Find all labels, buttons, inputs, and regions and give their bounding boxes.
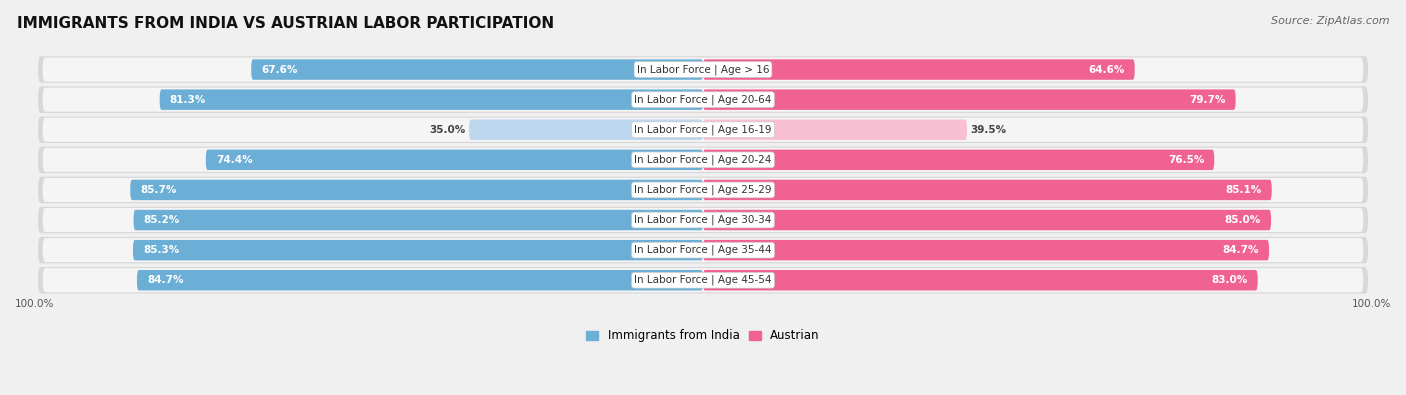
FancyBboxPatch shape — [42, 268, 1364, 292]
Text: 81.3%: 81.3% — [170, 95, 205, 105]
Text: IMMIGRANTS FROM INDIA VS AUSTRIAN LABOR PARTICIPATION: IMMIGRANTS FROM INDIA VS AUSTRIAN LABOR … — [17, 16, 554, 31]
FancyBboxPatch shape — [42, 58, 1364, 82]
FancyBboxPatch shape — [134, 210, 703, 230]
Text: In Labor Force | Age 20-24: In Labor Force | Age 20-24 — [634, 154, 772, 165]
FancyBboxPatch shape — [38, 267, 1368, 293]
FancyBboxPatch shape — [42, 238, 1364, 262]
Text: In Labor Force | Age 30-34: In Labor Force | Age 30-34 — [634, 215, 772, 225]
Text: 85.3%: 85.3% — [143, 245, 179, 255]
FancyBboxPatch shape — [38, 207, 1368, 233]
Text: 74.4%: 74.4% — [215, 155, 253, 165]
FancyBboxPatch shape — [205, 150, 703, 170]
FancyBboxPatch shape — [703, 150, 1215, 170]
FancyBboxPatch shape — [160, 89, 703, 110]
FancyBboxPatch shape — [38, 56, 1368, 83]
FancyBboxPatch shape — [703, 59, 1135, 80]
Text: In Labor Force | Age 16-19: In Labor Force | Age 16-19 — [634, 124, 772, 135]
Text: 83.0%: 83.0% — [1212, 275, 1247, 285]
Text: In Labor Force | Age 20-64: In Labor Force | Age 20-64 — [634, 94, 772, 105]
FancyBboxPatch shape — [136, 270, 703, 290]
Text: 35.0%: 35.0% — [429, 125, 465, 135]
Text: 67.6%: 67.6% — [262, 64, 298, 75]
FancyBboxPatch shape — [470, 120, 703, 140]
Text: 76.5%: 76.5% — [1168, 155, 1204, 165]
FancyBboxPatch shape — [134, 240, 703, 260]
FancyBboxPatch shape — [703, 120, 967, 140]
FancyBboxPatch shape — [38, 147, 1368, 173]
FancyBboxPatch shape — [703, 210, 1271, 230]
Text: Source: ZipAtlas.com: Source: ZipAtlas.com — [1271, 16, 1389, 26]
Text: In Labor Force | Age > 16: In Labor Force | Age > 16 — [637, 64, 769, 75]
FancyBboxPatch shape — [252, 59, 703, 80]
Text: In Labor Force | Age 35-44: In Labor Force | Age 35-44 — [634, 245, 772, 256]
Text: In Labor Force | Age 45-54: In Labor Force | Age 45-54 — [634, 275, 772, 286]
Text: 85.1%: 85.1% — [1226, 185, 1261, 195]
FancyBboxPatch shape — [38, 117, 1368, 143]
FancyBboxPatch shape — [42, 88, 1364, 112]
FancyBboxPatch shape — [703, 89, 1236, 110]
Text: 79.7%: 79.7% — [1189, 95, 1226, 105]
FancyBboxPatch shape — [42, 148, 1364, 172]
Text: 64.6%: 64.6% — [1088, 64, 1125, 75]
FancyBboxPatch shape — [703, 240, 1270, 260]
FancyBboxPatch shape — [42, 178, 1364, 202]
Text: 85.2%: 85.2% — [143, 215, 180, 225]
Text: 85.7%: 85.7% — [141, 185, 177, 195]
Text: In Labor Force | Age 25-29: In Labor Force | Age 25-29 — [634, 185, 772, 195]
Text: 39.5%: 39.5% — [970, 125, 1007, 135]
FancyBboxPatch shape — [38, 87, 1368, 113]
Text: 84.7%: 84.7% — [148, 275, 183, 285]
Text: 84.7%: 84.7% — [1223, 245, 1258, 255]
FancyBboxPatch shape — [131, 180, 703, 200]
FancyBboxPatch shape — [42, 118, 1364, 142]
FancyBboxPatch shape — [703, 180, 1272, 200]
FancyBboxPatch shape — [38, 237, 1368, 263]
Text: 85.0%: 85.0% — [1225, 215, 1261, 225]
Legend: Immigrants from India, Austrian: Immigrants from India, Austrian — [586, 329, 820, 342]
FancyBboxPatch shape — [42, 208, 1364, 232]
FancyBboxPatch shape — [703, 270, 1258, 290]
FancyBboxPatch shape — [38, 177, 1368, 203]
